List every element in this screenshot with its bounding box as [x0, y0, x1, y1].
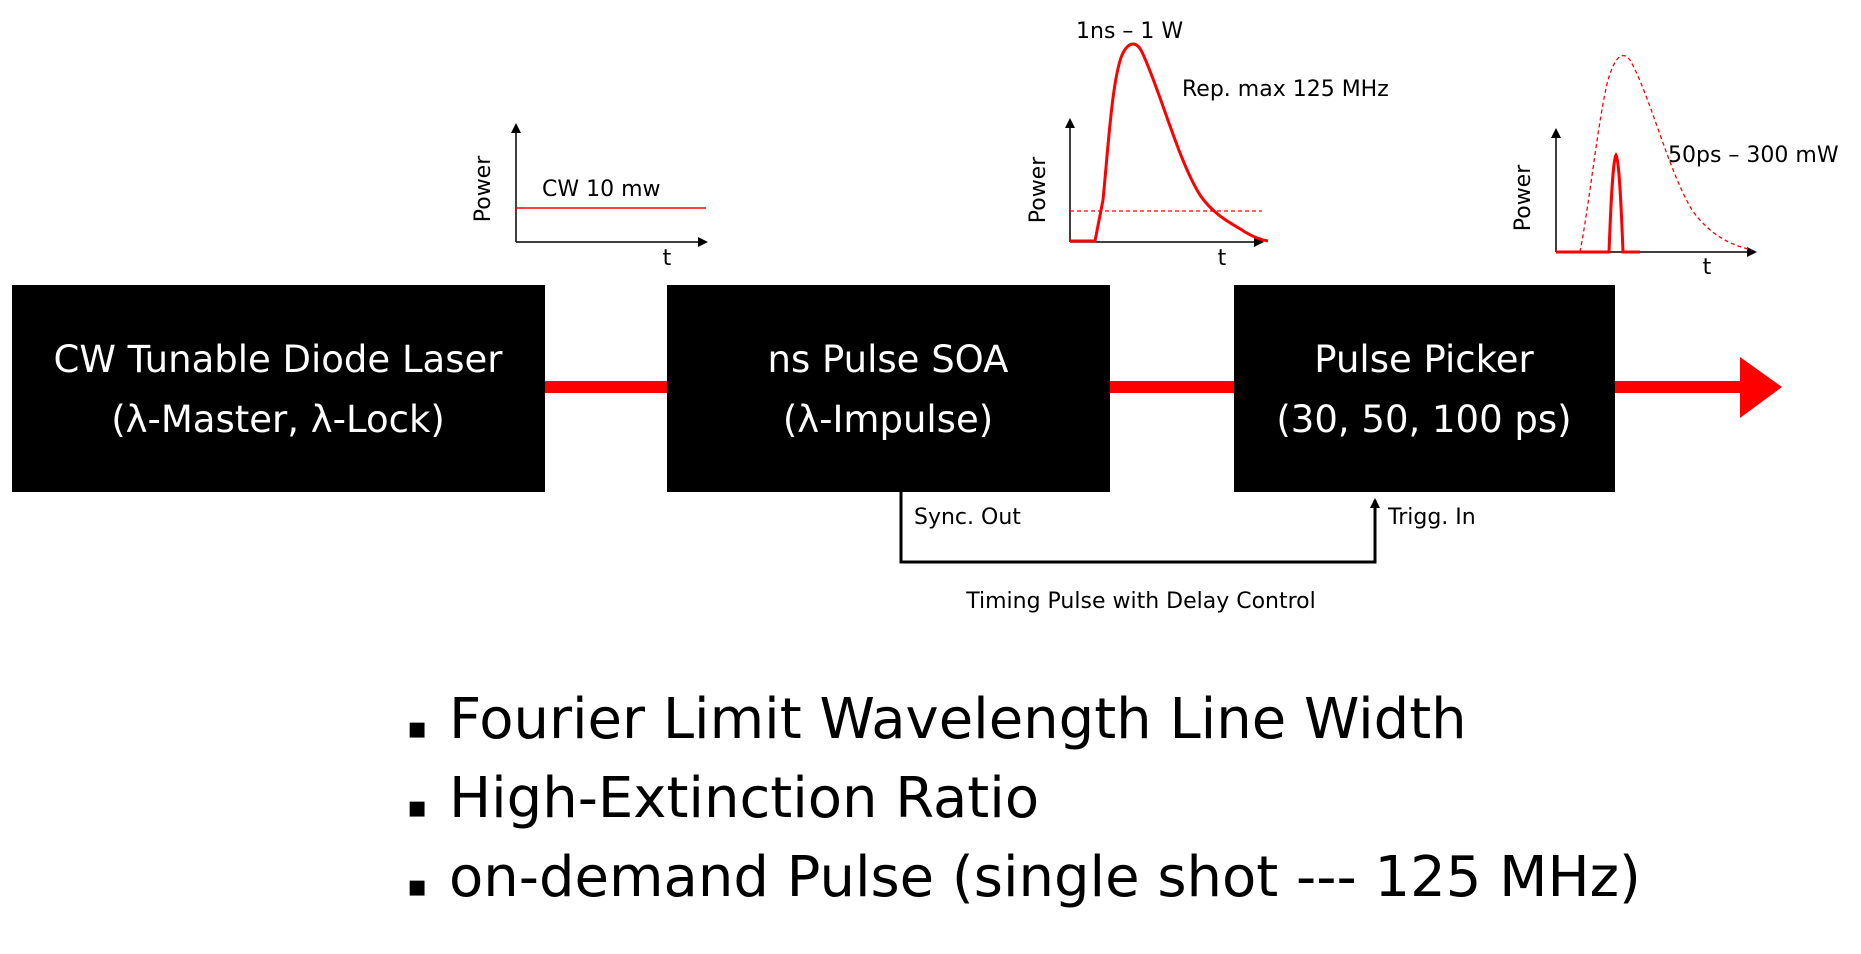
beam-segment-2: [1110, 381, 1234, 393]
beam-segment-3: [1615, 381, 1741, 393]
feature-text: High-Extinction Ratio: [449, 766, 1039, 831]
feature-text: on-demand Pulse (single shot --- 125 MHz…: [449, 845, 1641, 910]
beam-path: [545, 357, 1782, 418]
bullet-marker: ▪: [407, 711, 427, 746]
plot-cw: Power t CW 10 mw: [471, 123, 708, 271]
block-cw-laser-subtitle: (λ-Master, λ-Lock): [111, 398, 445, 441]
plot-ps-pulse: Power t 50ps – 300 mW: [1511, 55, 1839, 280]
feature-list: ▪ Fourier Limit Wavelength Line Width ▪ …: [407, 687, 1641, 910]
plot-cw-ylabel: Power: [471, 155, 496, 222]
block-pulse-picker-subtitle: (30, 50, 100 ps): [1276, 398, 1571, 441]
timing-line: [899, 492, 1380, 564]
plot-ns-xlabel: t: [1218, 246, 1227, 271]
plot-ps-short-pulse: [1556, 152, 1640, 254]
block-cw-laser: CW Tunable Diode Laser (λ-Master, λ-Lock…: [12, 285, 545, 492]
plot-cw-xlabel: t: [663, 246, 672, 271]
plot-ns-rep-annotation: Rep. max 125 MHz: [1182, 77, 1389, 102]
block-soa-subtitle: (λ-Impulse): [783, 398, 993, 441]
sync-out-label: Sync. Out: [914, 505, 1021, 530]
block-soa-title: ns Pulse SOA: [768, 338, 1009, 381]
block-cw-laser-title: CW Tunable Diode Laser: [54, 338, 504, 381]
plot-ns-peak-annotation: 1ns – 1 W: [1076, 19, 1183, 44]
plot-ns-pulse: Power t 1ns – 1 W Rep. max 125 MHz: [1026, 19, 1389, 271]
plot-ns-pulse-curve: [1070, 42, 1269, 243]
trigg-in-label: Trigg. In: [1387, 505, 1476, 530]
feature-item: ▪ on-demand Pulse (single shot --- 125 M…: [407, 845, 1641, 910]
block-pulse-picker-title: Pulse Picker: [1314, 338, 1534, 381]
bullet-marker: ▪: [407, 790, 427, 825]
beam-output-arrowhead: [1740, 357, 1782, 418]
feature-item: ▪ High-Extinction Ratio: [407, 766, 1039, 831]
feature-text: Fourier Limit Wavelength Line Width: [449, 687, 1467, 752]
feature-item: ▪ Fourier Limit Wavelength Line Width: [407, 687, 1467, 752]
block-pulse-picker: Pulse Picker (30, 50, 100 ps): [1234, 285, 1615, 492]
plot-ns-ylabel: Power: [1026, 156, 1051, 223]
plot-ps-envelope-curve: [1579, 55, 1753, 253]
block-soa: ns Pulse SOA (λ-Impulse): [667, 285, 1110, 492]
bullet-marker: ▪: [407, 869, 427, 904]
timing-connection: Sync. Out Trigg. In Timing Pulse with De…: [899, 492, 1476, 614]
plot-ps-annotation: 50ps – 300 mW: [1668, 143, 1839, 168]
plot-ps-ylabel: Power: [1511, 164, 1536, 231]
plot-ps-xlabel: t: [1703, 255, 1712, 280]
plot-cw-annotation: CW 10 mw: [542, 177, 661, 202]
beam-segment-1: [545, 381, 667, 393]
timing-label: Timing Pulse with Delay Control: [965, 589, 1316, 614]
